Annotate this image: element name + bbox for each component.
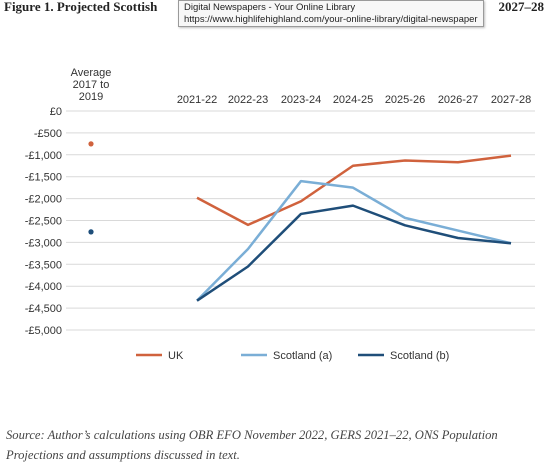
x-tick-label: 2024-25 <box>333 94 373 106</box>
figure-title: Figure 1. Projected Scottish <box>4 0 158 14</box>
x-tick-label: 2027-28 <box>491 94 531 106</box>
x-tick-label: 2017 to <box>73 79 110 91</box>
tooltip-title: Digital Newspapers - Your Online Library <box>184 2 356 13</box>
y-tick-label: -£3,500 <box>25 259 62 271</box>
figure-title-end: 2027–28 <box>498 0 545 14</box>
series-line-uk <box>196 154 512 227</box>
series-line-scotland-a <box>196 179 512 302</box>
y-tick-label: -£2,000 <box>25 194 62 206</box>
x-tick-label: 2025-26 <box>385 94 425 106</box>
y-tick-label: -£1,500 <box>25 172 62 184</box>
x-tick-label: 2019 <box>79 91 103 103</box>
x-tick-label: 2022-23 <box>228 94 268 106</box>
x-tick-label: 2021-22 <box>177 94 217 106</box>
tooltip-url: https://www.highlifehighland.com/your-on… <box>184 14 478 25</box>
y-tick-label: £0 <box>50 106 62 118</box>
legend-label: Scotland (b) <box>390 350 449 362</box>
y-tick-label: -£3,000 <box>25 237 62 249</box>
figure-source-note: Source: Author’s calculations using OBR … <box>6 428 498 462</box>
y-tick-label: -£4,000 <box>25 281 62 293</box>
y-tick-label: -£500 <box>34 128 62 140</box>
y-tick-label: -£5,000 <box>25 325 62 337</box>
data-point-average <box>88 229 94 235</box>
data-point-average <box>88 141 94 147</box>
y-tick-label: -£1,000 <box>25 150 62 162</box>
x-tick-label: 2023-24 <box>281 94 321 106</box>
line-chart: £0 -£500 -£1,000 -£1,500 -£2,000 -£2,500 -£3,0… <box>25 67 535 362</box>
x-tick-label: 2026-27 <box>438 94 478 106</box>
link-tooltip: Digital Newspapers - Your Online Library… <box>178 0 484 27</box>
legend-label: Scotland (a) <box>273 350 332 362</box>
x-tick-label: Average <box>71 67 112 79</box>
series-line-scotland-b <box>196 204 512 302</box>
legend-label: UK <box>168 350 184 362</box>
y-tick-label: -£4,500 <box>25 303 62 315</box>
y-tick-label: -£2,500 <box>25 216 62 228</box>
